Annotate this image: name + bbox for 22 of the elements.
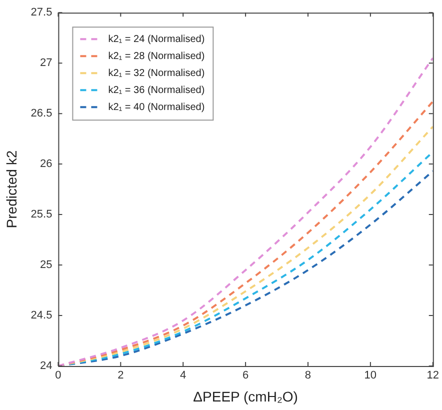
legend-label: k2₁ = 40 (Normalised) (108, 102, 205, 113)
y-tick-label: 25 (40, 259, 52, 272)
x-tick-label: 6 (242, 370, 249, 382)
y-axis-title: Predicted k2 (3, 150, 20, 228)
legend-label: k2₁ = 28 (Normalised) (108, 50, 205, 62)
legend-label: k2₁ = 36 (Normalised) (108, 84, 205, 96)
y-tick-label: 24 (40, 360, 52, 372)
x-tick-label: 8 (304, 370, 312, 382)
y-tick-label: 26.5 (30, 108, 52, 120)
x-tick-label: 0 (55, 370, 62, 382)
x-axis-title: ΔPEEP (cmH₂O) (193, 388, 298, 404)
legend-label: k2₁ = 32 (Normalised) (108, 68, 205, 79)
y-tick-label: 25.5 (30, 208, 52, 221)
x-tick-label: 12 (426, 370, 440, 382)
y-tick-label: 24.5 (30, 310, 52, 322)
x-tick-label: 10 (364, 370, 377, 382)
y-tick-label: 26 (40, 158, 52, 170)
y-tick-label: 27 (40, 57, 52, 70)
y-tick-label: 27.5 (30, 6, 52, 19)
legend-label: k2₁ = 24 (Normalised) (108, 34, 205, 45)
x-tick-label: 4 (180, 370, 186, 382)
x-tick-label: 2 (118, 370, 124, 382)
